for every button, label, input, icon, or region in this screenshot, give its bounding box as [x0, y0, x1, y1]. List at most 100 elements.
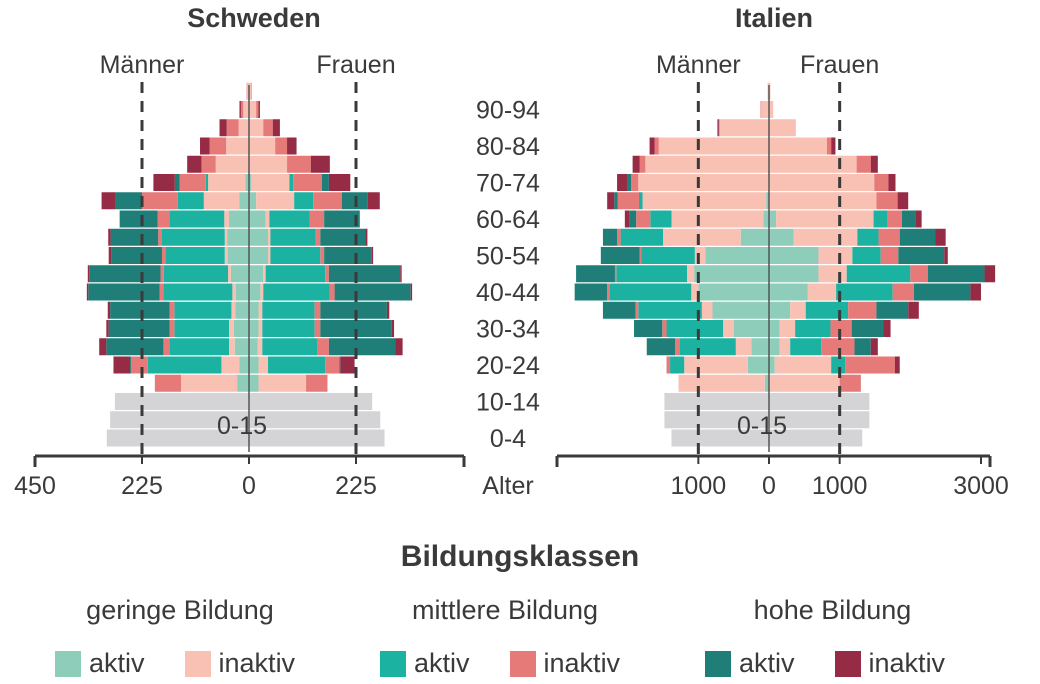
bar-mittlere-aktiv: [294, 192, 314, 210]
bar-hohe-aktiv: [928, 265, 985, 283]
x-tick-label: 1000: [812, 472, 868, 500]
bar-hohe-inaktiv: [831, 137, 836, 155]
legend-item-hohe-aktiv: aktiv: [705, 648, 795, 679]
bar-geringe-inaktiv: [663, 228, 741, 246]
bar-geringe-inaktiv: [249, 82, 252, 100]
bar-geringe-aktiv: [769, 301, 791, 319]
bar-hohe-inaktiv: [391, 320, 395, 337]
bar-geringe-inaktiv: [769, 137, 827, 155]
legend-group-title: hohe Bildung: [753, 595, 912, 625]
bar-hohe-inaktiv: [365, 228, 368, 246]
bar-hohe-inaktiv: [395, 338, 403, 356]
bar-geringe-aktiv: [235, 301, 249, 319]
bar-mittlere-aktiv: [610, 283, 692, 301]
bar-hohe-aktiv: [339, 356, 341, 374]
legend-item-geringe-inaktiv: inaktiv: [184, 648, 295, 679]
legend-item-mittlere-aktiv: aktiv: [380, 648, 470, 679]
bar-mittlere-aktiv: [805, 301, 849, 319]
bar-hohe-inaktiv: [632, 155, 640, 173]
bar-geringe-aktiv: [249, 192, 257, 210]
bar-mittlere-inaktiv: [317, 338, 329, 356]
bar-geringe-inaktiv: [249, 101, 257, 118]
age-label: 30-34: [476, 316, 540, 344]
bar-hohe-aktiv: [115, 192, 142, 210]
bar-geringe-inaktiv: [257, 338, 263, 356]
legend-item-hohe-inaktiv: inaktiv: [834, 648, 945, 679]
bar-geringe-aktiv: [249, 301, 259, 319]
bar-geringe-aktiv: [751, 338, 769, 356]
bar-geringe-aktiv: [733, 320, 769, 337]
age-label: 40-44: [476, 279, 540, 307]
bar-geringe-aktiv: [694, 265, 769, 283]
bar-geringe-inaktiv: [229, 338, 235, 356]
bar-mittlere-inaktiv: [887, 210, 902, 228]
bar-mittlere-aktiv: [638, 301, 702, 319]
bar-hohe-inaktiv: [287, 137, 297, 155]
bar-geringe-aktiv: [769, 356, 775, 374]
bar-mittlere-inaktiv: [617, 192, 639, 210]
bar-geringe-inaktiv: [684, 356, 748, 374]
bar-hohe-inaktiv: [371, 247, 374, 264]
bar-geringe-inaktiv: [228, 265, 231, 283]
bar-mittlere-inaktiv: [826, 137, 832, 155]
bar-hohe-aktiv: [851, 320, 884, 337]
bar-geringe-inaktiv: [818, 265, 847, 283]
bar-mittlere-inaktiv: [830, 320, 852, 337]
bar-hohe-inaktiv: [340, 356, 355, 374]
bar-mittlere-aktiv: [873, 210, 888, 228]
bar-children: [671, 429, 769, 447]
bar-hohe-aktiv: [320, 228, 366, 246]
bar-mittlere-inaktiv: [169, 301, 175, 319]
bar-mittlere-inaktiv: [287, 155, 311, 173]
age-label: 10-14: [476, 389, 540, 417]
x-tick-label: 3000: [953, 472, 1009, 500]
bar-hohe-aktiv: [602, 301, 636, 319]
bar-mittlere-inaktiv: [821, 338, 855, 356]
bar-geringe-inaktiv: [807, 283, 837, 301]
bar-geringe-inaktiv: [224, 210, 230, 228]
bar-mittlere-inaktiv: [314, 301, 321, 319]
bar-geringe-aktiv: [239, 192, 249, 210]
bar-geringe-aktiv: [239, 356, 249, 374]
legend-swatch: [834, 650, 861, 677]
bar-geringe-inaktiv: [719, 119, 769, 137]
legend-item-mittlere-inaktiv: inaktiv: [509, 648, 620, 679]
bar-geringe-aktiv: [249, 338, 258, 356]
bar-geringe-inaktiv: [687, 265, 695, 283]
bar-hohe-inaktiv: [935, 228, 946, 246]
age-label: 80-84: [476, 133, 540, 161]
bar-geringe-inaktiv: [790, 301, 806, 319]
bar-hohe-aktiv: [854, 338, 871, 356]
legend-swatch: [509, 650, 536, 677]
bar-mittlere-inaktiv: [617, 228, 621, 246]
bar-children: [249, 411, 381, 429]
bar-hohe-aktiv: [174, 174, 180, 191]
bar-geringe-inaktiv: [224, 228, 228, 246]
bar-mittlere-aktiv: [147, 356, 222, 374]
bar-geringe-inaktiv: [268, 228, 271, 246]
bar-geringe-aktiv: [230, 265, 249, 283]
bar-geringe-aktiv: [237, 374, 249, 392]
bar-hohe-inaktiv: [200, 137, 210, 155]
bar-hohe-aktiv: [89, 265, 161, 283]
legend-group-hohe: hohe Bildung aktiv inaktiv: [705, 595, 960, 679]
bar-mittlere-aktiv: [205, 174, 209, 191]
bar-mittlere-inaktiv: [154, 374, 181, 392]
bar-mittlere-aktiv: [620, 228, 663, 246]
x-tick-label: 0: [242, 472, 256, 500]
bar-geringe-inaktiv: [769, 119, 796, 137]
bar-mittlere-inaktiv: [631, 174, 639, 191]
bar-mittlere-inaktiv: [607, 283, 610, 301]
bar-geringe-inaktiv: [645, 155, 769, 173]
bar-mittlere-inaktiv: [160, 265, 164, 283]
bar-geringe-aktiv: [712, 301, 769, 319]
bar-geringe-inaktiv: [638, 174, 769, 191]
bar-geringe-inaktiv: [265, 210, 270, 228]
bar-geringe-aktiv: [763, 210, 769, 228]
bar-hohe-inaktiv: [99, 338, 107, 356]
bar-hohe-aktiv: [328, 338, 396, 356]
bar-children: [249, 393, 373, 410]
bar-mittlere-inaktiv: [240, 101, 244, 118]
bar-mittlere-inaktiv: [325, 265, 329, 283]
age-axis-title: Alter: [482, 472, 533, 500]
